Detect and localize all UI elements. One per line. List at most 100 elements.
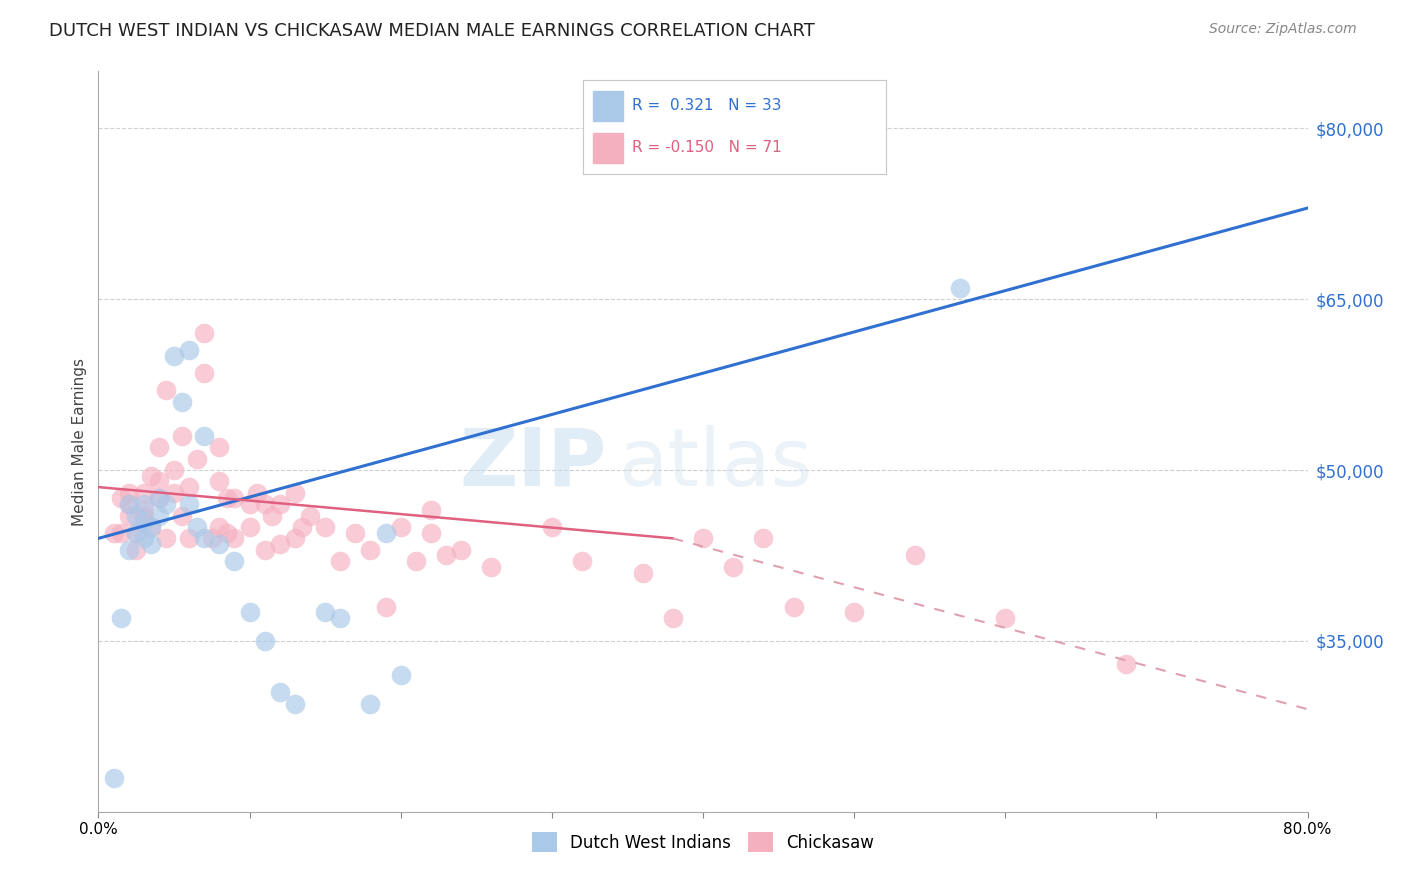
Point	[125, 508, 148, 523]
Point	[949, 281, 972, 295]
Point	[186, 451, 208, 466]
Point	[141, 520, 163, 534]
Point	[314, 606, 336, 620]
Point	[329, 554, 352, 568]
Point	[224, 532, 246, 546]
Point	[661, 611, 683, 625]
Point	[540, 520, 562, 534]
Point	[141, 537, 163, 551]
Point	[201, 532, 224, 546]
Point	[148, 491, 170, 506]
Point	[1115, 657, 1137, 671]
Point	[262, 508, 284, 523]
Point	[208, 520, 231, 534]
Point	[110, 525, 132, 540]
Point	[170, 429, 193, 443]
Point	[389, 668, 412, 682]
Point	[208, 475, 231, 489]
Text: ZIP: ZIP	[458, 425, 606, 503]
Point	[434, 549, 457, 563]
Point	[374, 525, 396, 540]
Point	[723, 559, 745, 574]
Point	[155, 384, 177, 398]
Point	[253, 497, 276, 511]
Point	[253, 542, 276, 557]
Point	[239, 497, 262, 511]
Y-axis label: Median Male Earnings: Median Male Earnings	[72, 358, 87, 525]
Point	[269, 685, 291, 699]
Point	[360, 542, 382, 557]
Point	[132, 514, 155, 528]
Point	[405, 554, 427, 568]
Point	[374, 599, 396, 614]
Point	[155, 497, 177, 511]
Point	[253, 633, 276, 648]
Point	[148, 491, 170, 506]
Point	[224, 554, 246, 568]
Point	[208, 440, 231, 454]
Point	[291, 520, 314, 534]
Legend: Dutch West Indians, Chickasaw: Dutch West Indians, Chickasaw	[526, 825, 880, 859]
Point	[215, 491, 238, 506]
Point	[215, 525, 238, 540]
Bar	[592, 133, 623, 162]
Point	[193, 326, 215, 341]
Point	[179, 497, 201, 511]
Point	[844, 606, 866, 620]
Point	[904, 549, 927, 563]
Point	[110, 611, 132, 625]
Point	[141, 520, 163, 534]
Point	[132, 503, 155, 517]
Point	[125, 525, 148, 540]
Text: DUTCH WEST INDIAN VS CHICKASAW MEDIAN MALE EARNINGS CORRELATION CHART: DUTCH WEST INDIAN VS CHICKASAW MEDIAN MA…	[49, 22, 815, 40]
Point	[118, 497, 141, 511]
Point	[994, 611, 1017, 625]
Text: R = -0.150   N = 71: R = -0.150 N = 71	[631, 140, 782, 155]
Point	[170, 394, 193, 409]
Text: Source: ZipAtlas.com: Source: ZipAtlas.com	[1209, 22, 1357, 37]
Point	[269, 537, 291, 551]
Point	[193, 366, 215, 380]
Text: atlas: atlas	[619, 425, 813, 503]
Point	[163, 463, 186, 477]
Point	[246, 485, 269, 500]
Point	[389, 520, 412, 534]
Point	[420, 525, 443, 540]
Point	[179, 532, 201, 546]
Point	[571, 554, 593, 568]
Point	[193, 429, 215, 443]
Point	[155, 532, 177, 546]
Point	[360, 697, 382, 711]
Point	[179, 480, 201, 494]
Point	[420, 503, 443, 517]
Point	[132, 508, 155, 523]
Point	[186, 520, 208, 534]
Point	[752, 532, 775, 546]
Point	[170, 508, 193, 523]
Point	[103, 525, 125, 540]
Point	[284, 532, 307, 546]
Point	[103, 771, 125, 785]
Point	[284, 697, 307, 711]
Point	[692, 532, 714, 546]
Point	[132, 485, 155, 500]
Point	[141, 468, 163, 483]
Point	[269, 497, 291, 511]
Point	[239, 520, 262, 534]
Point	[118, 508, 141, 523]
Point	[284, 485, 307, 500]
Point	[783, 599, 806, 614]
Point	[299, 508, 322, 523]
Point	[125, 525, 148, 540]
Point	[208, 537, 231, 551]
Point	[110, 491, 132, 506]
Point	[125, 542, 148, 557]
Point	[163, 485, 186, 500]
Point	[329, 611, 352, 625]
Point	[118, 497, 141, 511]
Point	[148, 508, 170, 523]
Text: R =  0.321   N = 33: R = 0.321 N = 33	[631, 98, 782, 113]
Point	[132, 532, 155, 546]
Point	[239, 606, 262, 620]
Point	[148, 440, 170, 454]
